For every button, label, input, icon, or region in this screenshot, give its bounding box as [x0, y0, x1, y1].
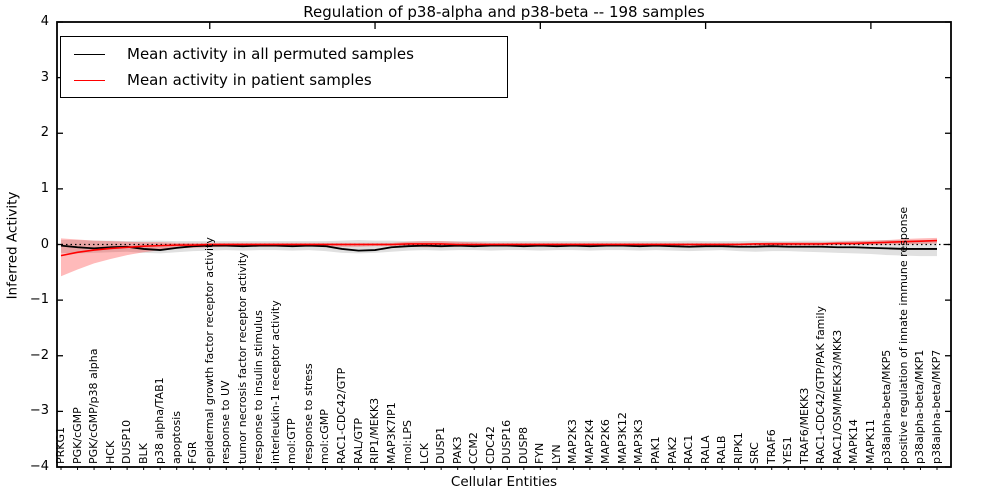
y-tick-label: 3	[40, 69, 49, 85]
x-tick-label: p38alpha-beta/MKP5	[880, 349, 894, 464]
x-tick-label: MAP3K12	[615, 412, 629, 464]
x-tick-label: p38alpha-beta/MKP7	[930, 349, 943, 464]
series-line-permuted	[60, 244, 937, 252]
x-axis-label: Cellular Entities	[450, 474, 558, 490]
x-tick-label: p38alpha-beta/MKP1	[913, 349, 927, 464]
x-tick-label: MAP3K7IP1	[384, 402, 398, 464]
x-tick-label: PAK3	[450, 436, 464, 464]
x-tick-label: PGK/cGMP	[70, 407, 84, 464]
x-tick-label: YES1	[781, 436, 795, 464]
x-tick-label: MAPK11	[863, 419, 877, 464]
x-tick-label: mol:cGMP	[318, 409, 332, 464]
chart-title: Regulation of p38-alpha and p38-beta -- …	[303, 3, 705, 21]
x-tick-label: response to insulin stimulus	[252, 310, 266, 464]
x-tick-label: response to stress	[301, 363, 315, 464]
x-tick-label: PAK2	[665, 436, 679, 464]
x-tick-label: LCK	[417, 442, 431, 464]
legend-line-sample-permuted	[74, 53, 105, 55]
x-tick-label: HCK	[103, 440, 117, 464]
x-tick-label: DUSP8	[516, 426, 530, 464]
x-tick-label: positive regulation of innate immune res…	[896, 206, 910, 464]
x-tick-label: epidermal growth factor receptor activit…	[202, 237, 216, 464]
y-tick-label: −4	[29, 459, 49, 474]
y-tick-label: 0	[40, 236, 49, 252]
x-tick-label: p38 alpha/TAB1	[153, 377, 167, 464]
x-tick-label: DUSP10	[120, 419, 134, 464]
x-tick-label: DUSP16	[500, 419, 514, 464]
legend: Mean activity in all permuted samples Me…	[60, 36, 508, 98]
x-tick-label: MAP2K3	[566, 419, 580, 464]
series-line-patient	[60, 239, 938, 257]
x-tick-label: RALA	[698, 435, 712, 464]
x-tick-label: LYN	[549, 444, 563, 464]
x-tick-label: SRC	[748, 442, 762, 464]
x-tick-label: RIP1/MEKK3	[368, 397, 382, 464]
x-tick-label: CCM2	[467, 432, 481, 464]
x-tick-label: RAC1/OSM/MEKK3/MKK3	[830, 329, 844, 464]
x-tick-label: RIPK1	[731, 432, 745, 464]
y-tick-label: 2	[40, 125, 49, 141]
x-tick-label: MAP2K4	[582, 419, 596, 464]
x-tick-label: apoptosis	[169, 411, 183, 464]
x-tick-label: tumor necrosis factor receptor activity	[235, 252, 249, 464]
x-tick-label: TRAF6/MEKK3	[797, 387, 811, 464]
x-tick-label: BLK	[136, 443, 150, 464]
legend-line-sample-patient	[74, 79, 105, 81]
x-tick-label: TRAF6	[764, 429, 778, 464]
y-tick-label: −2	[29, 347, 49, 363]
y-tick-label: 1	[40, 180, 49, 196]
x-tick-label: MAP3K3	[632, 419, 646, 464]
x-tick-label: mol:GTP	[285, 418, 299, 464]
x-tick-label: RAC1-CDC42/GTP	[334, 367, 348, 464]
x-tick-label: PAK1	[649, 436, 663, 464]
legend-entry-patient: Mean activity in patient samples	[74, 70, 507, 90]
x-tick-label: RAC1-CDC42/GTP/PAK family	[814, 305, 828, 464]
x-tick-label: PGK/cGMP/p38 alpha	[87, 348, 101, 464]
legend-label-patient: Mean activity in patient samples	[127, 71, 372, 89]
x-tick-label: response to UV	[219, 380, 233, 464]
x-tick-label: PRKG1	[54, 426, 67, 464]
y-tick-label: −1	[29, 292, 49, 308]
x-tick-label: interleukin-1 receptor activity	[268, 300, 282, 464]
legend-label-permuted: Mean activity in all permuted samples	[127, 45, 414, 63]
x-tick-label: FGR	[186, 441, 200, 465]
x-tick-label: RAL/GTP	[351, 417, 365, 464]
legend-entry-permuted: Mean activity in all permuted samples	[74, 44, 507, 64]
y-tick-label: −3	[29, 403, 49, 419]
x-tick-label: DUSP1	[434, 426, 448, 464]
x-tick-label: RAC1	[682, 434, 696, 464]
x-tick-label: mol:LPS	[401, 420, 415, 464]
x-tick-label: MAPK14	[847, 419, 861, 464]
x-tick-label: FYN	[533, 442, 547, 464]
x-tick-label: MAP2K6	[599, 419, 613, 464]
x-tick-label: RALB	[715, 435, 729, 464]
x-tick-label: CDC42	[483, 426, 497, 464]
y-tick-label: 4	[40, 14, 49, 29]
